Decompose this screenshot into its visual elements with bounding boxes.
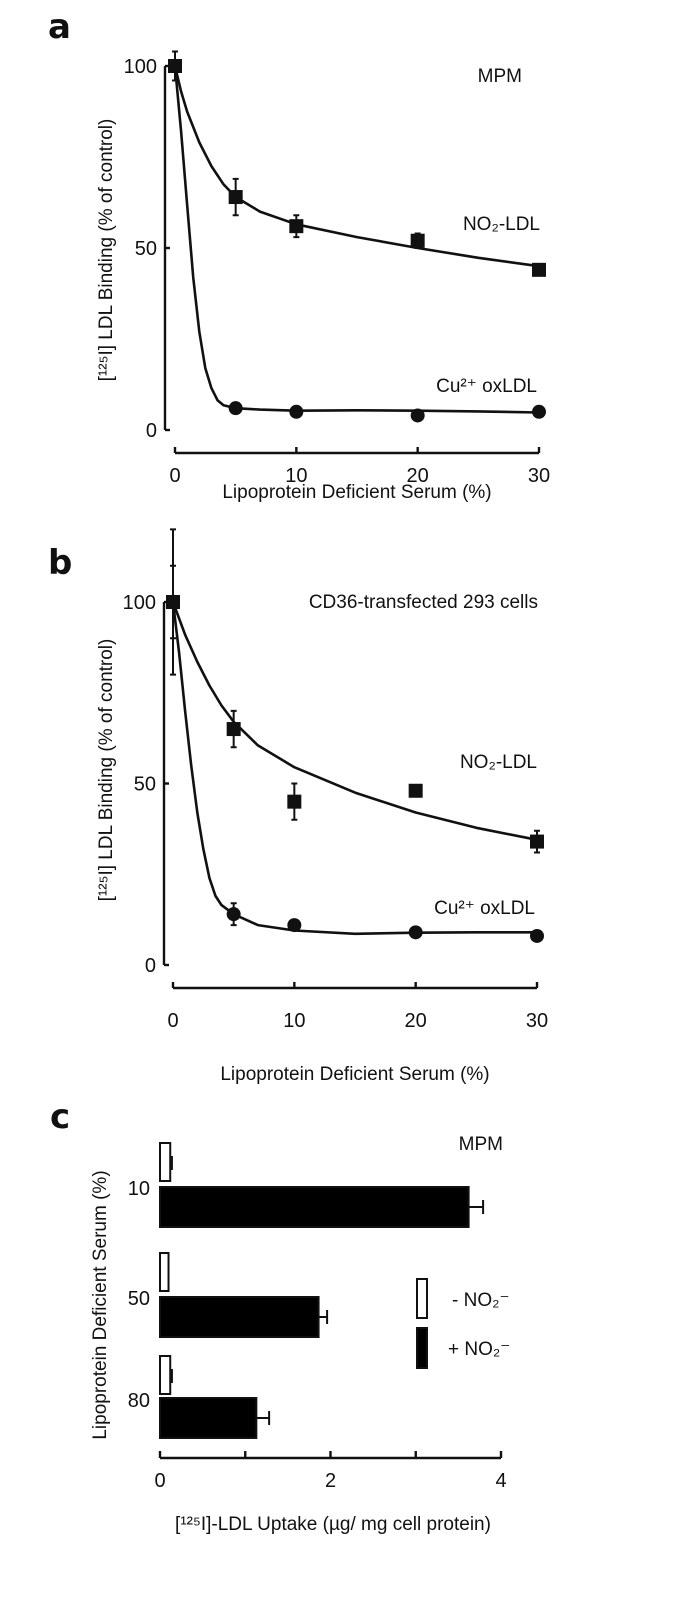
panel-c-error-bar bbox=[318, 1310, 329, 1324]
panel-a-series-label-cu-oxldl: Cu²⁺ oxLDL bbox=[436, 376, 537, 397]
panel-a-x-label: Lipoprotein Deficient Serum (%) bbox=[222, 482, 491, 503]
panel-a-data-point-square bbox=[532, 262, 546, 277]
panel-b-data-point-circle bbox=[226, 907, 241, 922]
panel-a-y-tick-label: 100 bbox=[124, 56, 157, 78]
panel-b-x-tick-label: 10 bbox=[283, 1010, 305, 1032]
panel-b-data-point-square bbox=[408, 783, 423, 798]
panel-a-y-tick-label: 50 bbox=[135, 238, 157, 260]
panel-a-data-point-square bbox=[228, 190, 243, 205]
panel-b-x-tick-label: 30 bbox=[526, 1010, 548, 1032]
panel-b-data-point-circle bbox=[287, 918, 302, 933]
panel-b-fit-curve-no2-ldl bbox=[171, 601, 538, 842]
panel-b-y-label: [¹²⁵I] LDL Binding (% of control) bbox=[96, 639, 117, 902]
panel-c-legend-label-minus-no2: - NO₂⁻ bbox=[452, 1290, 510, 1311]
panel-a-fit-curve-no2-ldl bbox=[173, 65, 540, 268]
panel-c-legend-swatch-plus-no2 bbox=[416, 1327, 428, 1369]
panel-c-x-tick-label: 0 bbox=[154, 1470, 165, 1492]
panel-letter-a: a bbox=[48, 7, 71, 47]
panel-b-x-tick-label: 20 bbox=[405, 1010, 427, 1032]
panel-a-annotation: MPM bbox=[478, 66, 522, 87]
panel-a-x-tick-label: 20 bbox=[407, 465, 429, 487]
panel-c-category-label: 50 bbox=[128, 1288, 150, 1310]
panel-a-data-point-square bbox=[410, 233, 425, 248]
panel-b-x-label: Lipoprotein Deficient Serum (%) bbox=[220, 1064, 489, 1085]
panel-c-error-bar bbox=[170, 1156, 173, 1170]
panel-a-y-label: [¹²⁵I] LDL Binding (% of control) bbox=[96, 119, 117, 382]
panel-c-category-label: 80 bbox=[128, 1390, 150, 1412]
panel-b-fit-curve-cu-oxldl bbox=[171, 601, 537, 936]
panel-a-x-tick-label: 0 bbox=[169, 465, 180, 487]
panel-c-y-label: Lipoprotein Deficient Serum (%) bbox=[90, 1170, 111, 1439]
panel-a-data-point-circle bbox=[410, 408, 425, 423]
panel-c-x-tick-label: 4 bbox=[495, 1470, 506, 1492]
panel-b-annotation: CD36-transfected 293 cells bbox=[309, 592, 538, 613]
panel-c-bar-plus-no2 bbox=[159, 1186, 470, 1228]
panel-c-error-bar bbox=[256, 1411, 271, 1425]
panel-a-x-tick-label: 30 bbox=[528, 465, 550, 487]
panel-b-y-tick-label: 0 bbox=[145, 955, 156, 977]
panel-c-legend-swatch-minus-no2 bbox=[416, 1278, 428, 1319]
panel-a-data-point-circle bbox=[168, 59, 182, 73]
panel-c-annotation: MPM bbox=[459, 1134, 503, 1155]
panel-b-series-label-cu-oxldl: Cu²⁺ oxLDL bbox=[434, 898, 535, 919]
panel-b-data-point-square bbox=[226, 722, 241, 737]
panel-b-data-point-circle bbox=[408, 925, 423, 940]
panel-b-y-tick-label: 50 bbox=[134, 774, 156, 796]
panel-c-x-label: [¹²⁵I]-LDL Uptake (µg/ mg cell protein) bbox=[175, 1514, 491, 1535]
panel-c-bar-plus-no2 bbox=[159, 1296, 320, 1338]
panel-c-bar-minus-no2 bbox=[159, 1142, 172, 1182]
panel-a-data-point-circle bbox=[532, 404, 546, 419]
panel-a-series-label-no2-ldl: NO₂-LDL bbox=[463, 214, 540, 235]
panel-c-error-bar bbox=[170, 1369, 173, 1383]
panel-c-category-label: 10 bbox=[128, 1178, 150, 1200]
panel-b-series-label-no2-ldl: NO₂-LDL bbox=[460, 752, 537, 773]
panel-b-x-tick-label: 0 bbox=[167, 1010, 178, 1032]
panel-a-data-point-circle bbox=[289, 404, 304, 419]
panel-letter-b: b bbox=[48, 543, 72, 583]
panel-b-data-point-circle bbox=[166, 595, 180, 609]
panel-a-fit-curve-cu-oxldl bbox=[173, 65, 540, 414]
panel-c-error-bar bbox=[468, 1200, 485, 1214]
panel-c-legend-label-plus-no2: + NO₂⁻ bbox=[448, 1339, 510, 1360]
panel-c-x-tick-label: 2 bbox=[325, 1470, 336, 1492]
panel-c-bar-minus-no2 bbox=[159, 1355, 172, 1395]
panel-a-data-point-square bbox=[289, 219, 304, 234]
panel-b-data-point-square bbox=[530, 834, 544, 849]
panel-b-data-point-circle bbox=[530, 928, 544, 943]
panel-a-y-tick-label: 0 bbox=[146, 420, 157, 442]
panel-a-data-point-circle bbox=[228, 401, 243, 416]
panel-b-data-point-square bbox=[287, 794, 302, 809]
panel-letter-c: c bbox=[50, 1097, 70, 1137]
panel-a-x-tick-label: 10 bbox=[285, 465, 307, 487]
panel-c-bar-minus-no2 bbox=[159, 1252, 170, 1292]
panel-b-y-tick-label: 100 bbox=[123, 592, 156, 614]
panel-c-bar-plus-no2 bbox=[159, 1397, 258, 1439]
